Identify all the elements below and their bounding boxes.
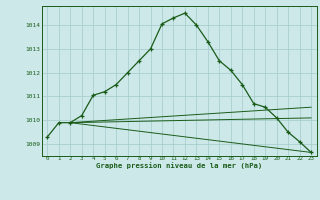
X-axis label: Graphe pression niveau de la mer (hPa): Graphe pression niveau de la mer (hPa) — [96, 162, 262, 169]
